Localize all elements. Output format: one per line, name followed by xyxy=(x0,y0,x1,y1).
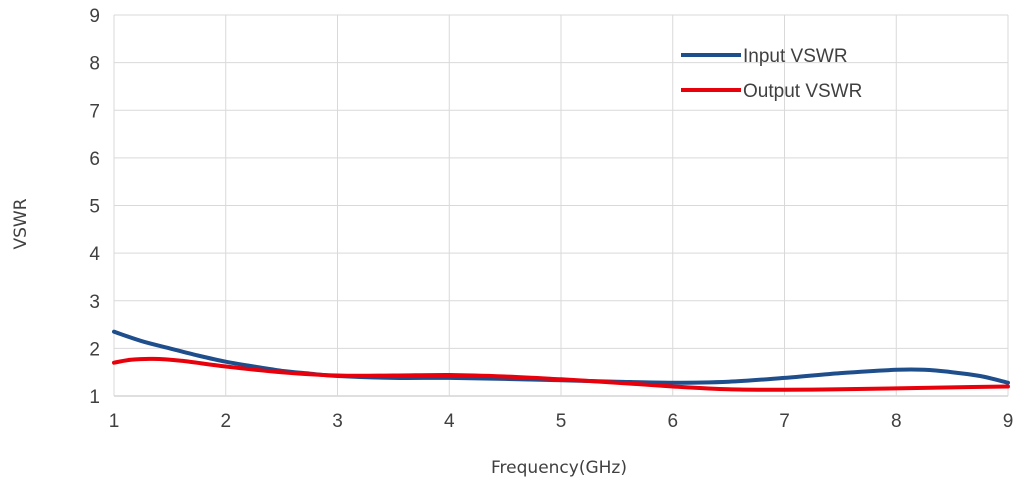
y-tick-label: 6 xyxy=(89,149,100,170)
legend: Input VSWR Output VSWR xyxy=(681,46,862,102)
x-tick-label: 4 xyxy=(444,411,455,432)
x-tick-label: 5 xyxy=(556,411,567,432)
gridlines xyxy=(113,14,1009,397)
y-axis-ticks: 1 2 3 4 5 6 7 8 9 xyxy=(89,6,100,408)
x-tick-label: 8 xyxy=(891,411,902,432)
y-tick-label: 8 xyxy=(89,54,100,75)
y-tick-label: 4 xyxy=(89,244,100,265)
x-tick-label: 3 xyxy=(332,411,343,432)
output-vswr-line xyxy=(112,356,1010,392)
x-axis-title: Frequency(GHz) xyxy=(491,458,627,478)
y-tick-label: 7 xyxy=(89,101,100,122)
y-axis-title: VSWR xyxy=(11,198,31,249)
plot-series xyxy=(112,329,1010,392)
x-tick-label: 7 xyxy=(779,411,790,432)
y-tick-label: 1 xyxy=(89,387,100,408)
legend-input-vswr: Input VSWR xyxy=(743,46,848,67)
x-axis-ticks: 1 2 3 4 5 6 7 8 9 xyxy=(109,411,1014,432)
y-tick-label: 9 xyxy=(89,6,100,27)
x-tick-label: 1 xyxy=(109,411,120,432)
y-tick-label: 5 xyxy=(89,197,100,218)
legend-output-vswr: Output VSWR xyxy=(743,81,862,102)
x-tick-label: 2 xyxy=(220,411,231,432)
x-tick-label: 6 xyxy=(667,411,678,432)
x-tick-label: 9 xyxy=(1003,411,1014,432)
y-tick-label: 2 xyxy=(89,339,100,360)
y-tick-label: 3 xyxy=(89,292,100,313)
input-vswr-line xyxy=(112,329,1010,385)
